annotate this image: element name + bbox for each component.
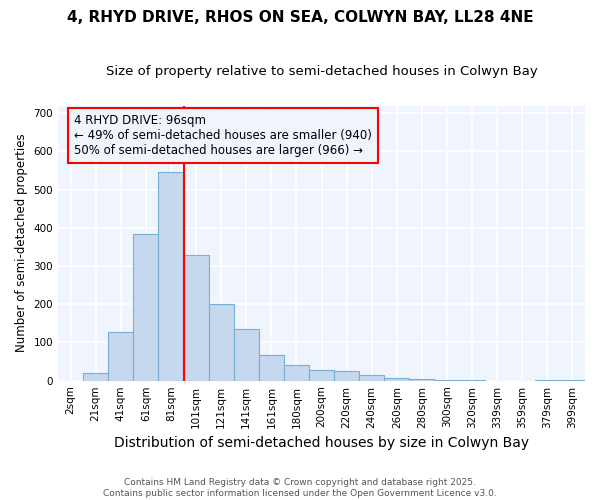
Bar <box>184 254 209 380</box>
Bar <box>309 370 334 380</box>
X-axis label: Distribution of semi-detached houses by size in Colwyn Bay: Distribution of semi-detached houses by … <box>114 436 529 450</box>
Bar <box>158 172 184 380</box>
Text: Contains HM Land Registry data © Crown copyright and database right 2025.
Contai: Contains HM Land Registry data © Crown c… <box>103 478 497 498</box>
Bar <box>384 378 409 380</box>
Y-axis label: Number of semi-detached properties: Number of semi-detached properties <box>15 134 28 352</box>
Text: 4 RHYD DRIVE: 96sqm
← 49% of semi-detached houses are smaller (940)
50% of semi-: 4 RHYD DRIVE: 96sqm ← 49% of semi-detach… <box>74 114 372 157</box>
Bar <box>83 373 108 380</box>
Bar <box>233 329 259 380</box>
Bar <box>284 364 309 380</box>
Bar <box>334 371 359 380</box>
Bar <box>359 375 384 380</box>
Title: Size of property relative to semi-detached houses in Colwyn Bay: Size of property relative to semi-detach… <box>106 65 538 78</box>
Bar <box>108 332 133 380</box>
Text: 4, RHYD DRIVE, RHOS ON SEA, COLWYN BAY, LL28 4NE: 4, RHYD DRIVE, RHOS ON SEA, COLWYN BAY, … <box>67 10 533 25</box>
Bar <box>209 304 233 380</box>
Bar <box>259 354 284 380</box>
Bar <box>133 234 158 380</box>
Bar <box>409 379 434 380</box>
